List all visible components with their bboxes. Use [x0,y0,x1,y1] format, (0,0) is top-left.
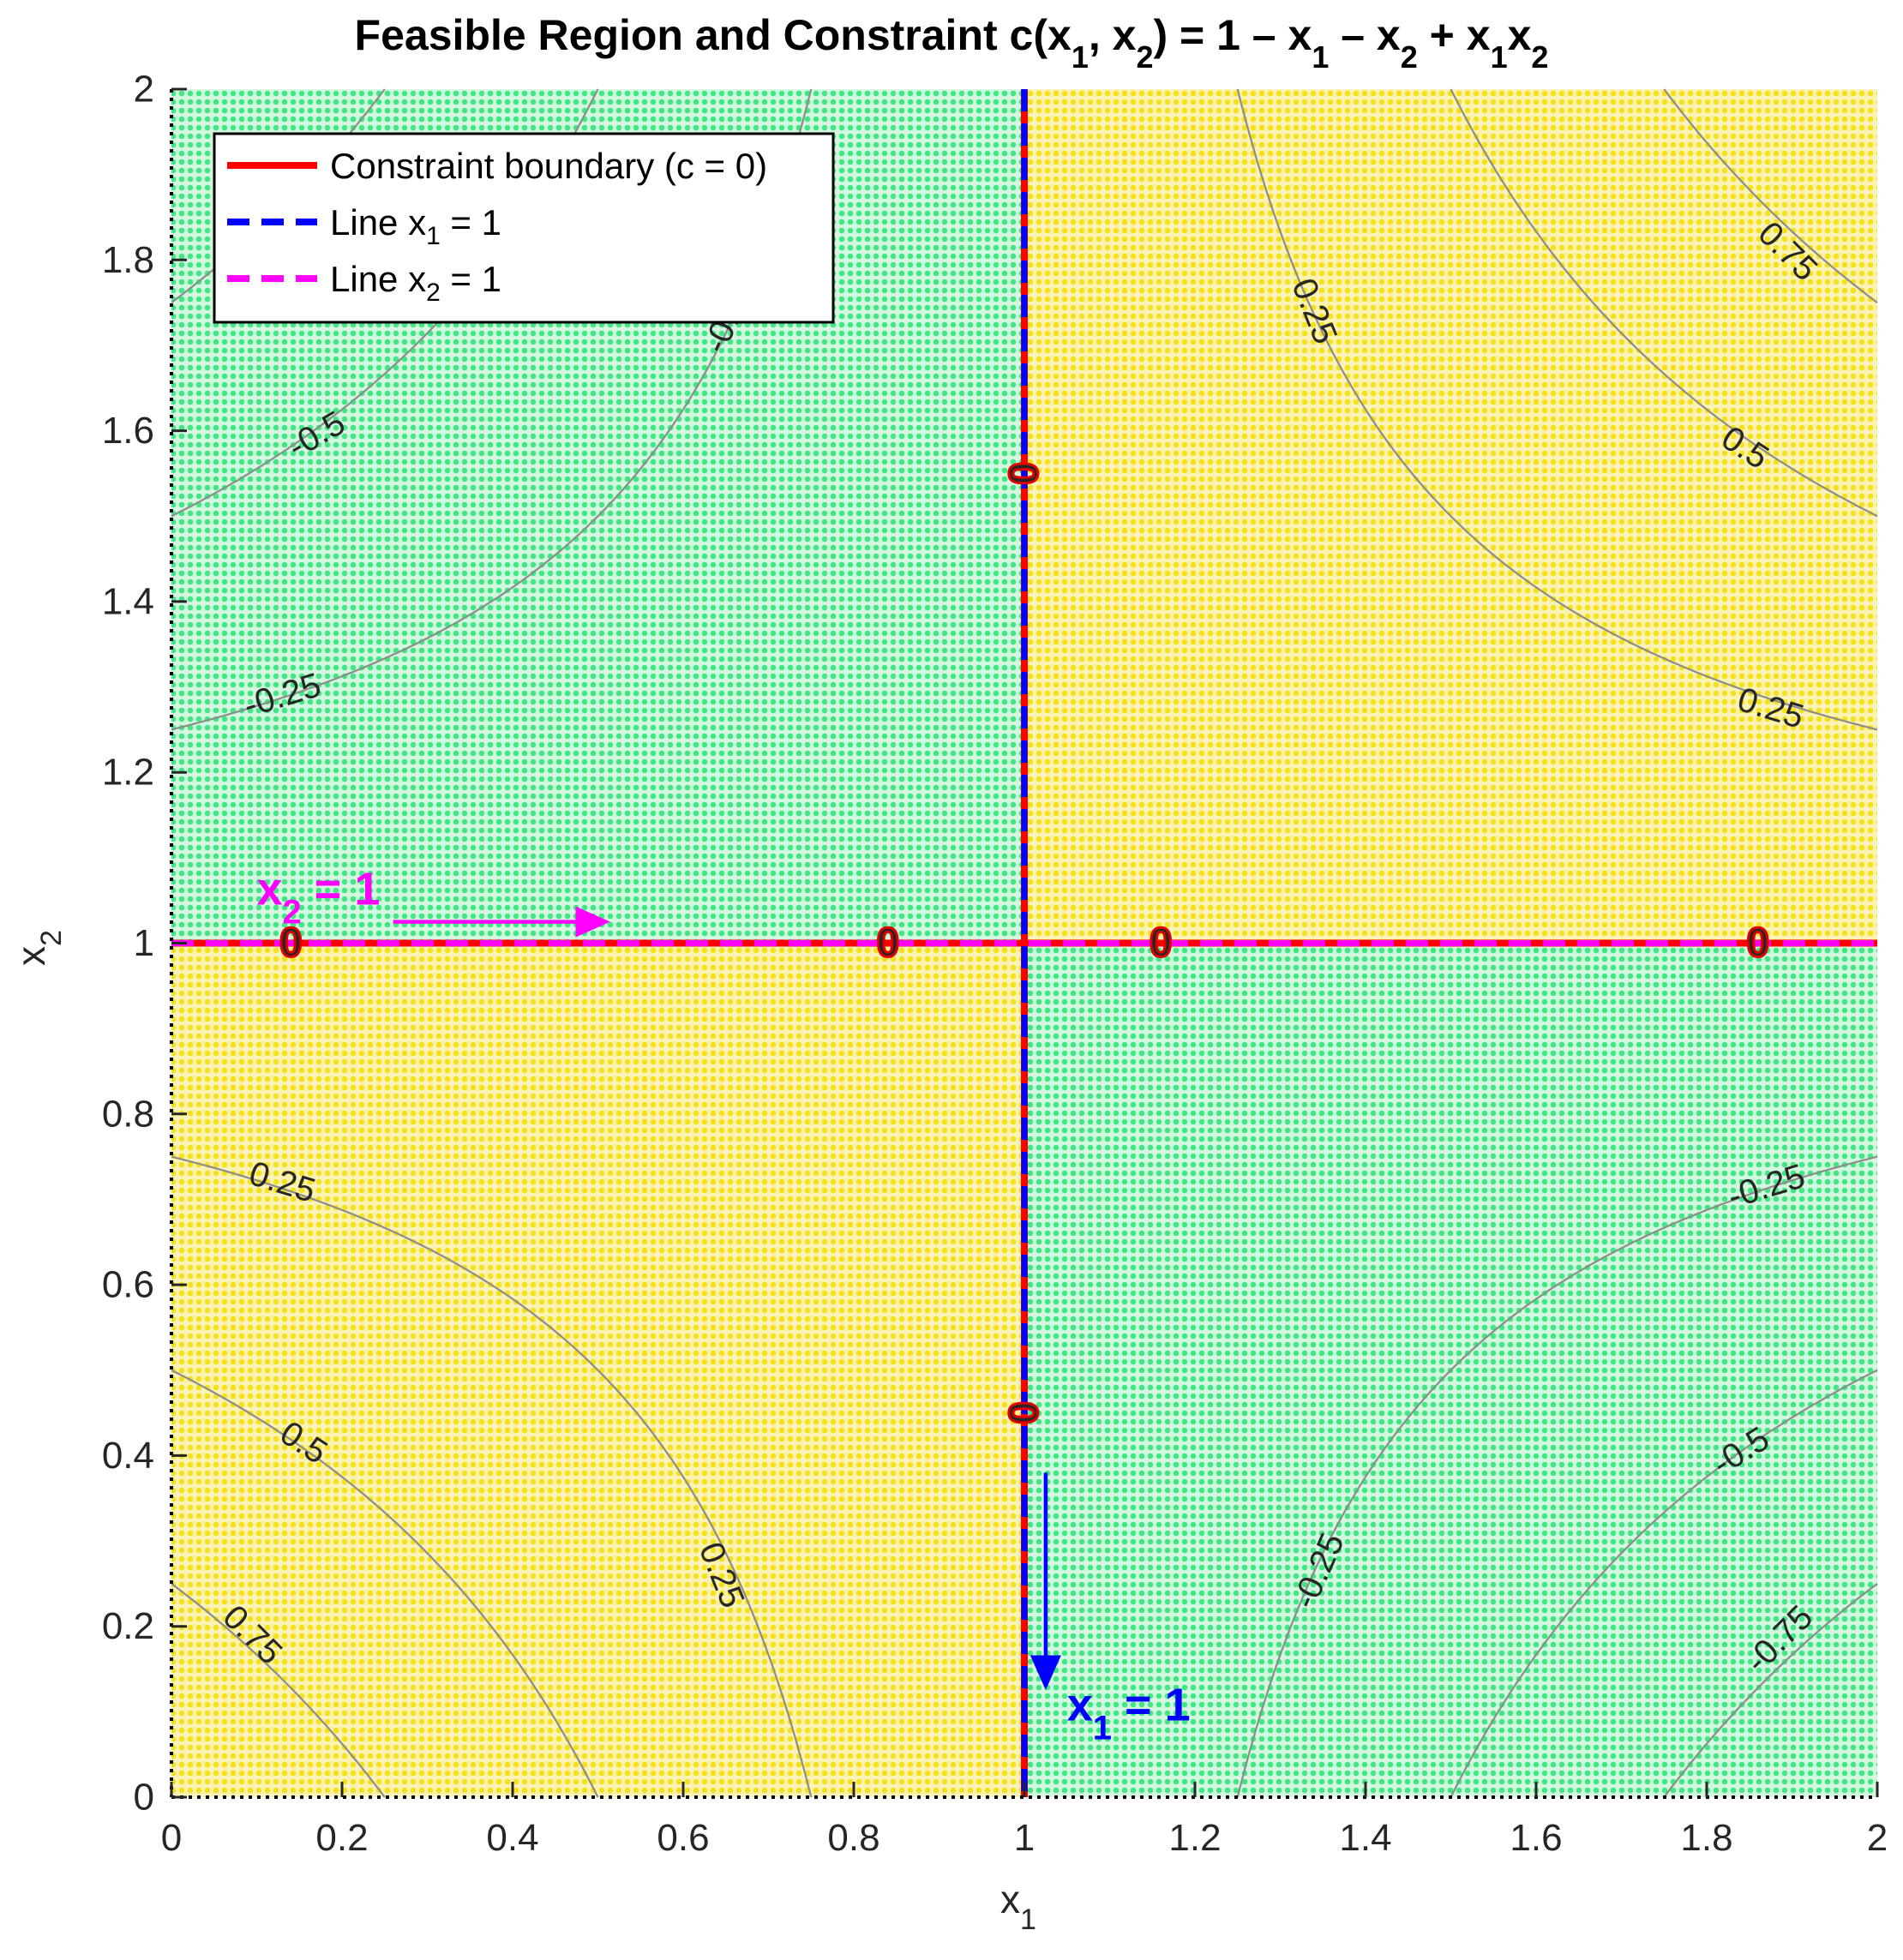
legend-label-2: Line x2 = 1 [330,259,501,308]
zero-contour-label: 0 [1746,920,1769,966]
y-axis-title: x2 [9,930,68,966]
annotation-label-1: x1 = 1 [1067,1679,1191,1747]
legend-entries: Constraint boundary (c = 0) Line x1 = 1 Li… [227,146,767,308]
contour-line-0.25-1 [1236,88,1878,731]
y-tick-label: 0.8 [102,1093,154,1135]
series-layer [171,89,1877,1797]
y-tick-label: 1.6 [102,410,154,452]
annotation-label-0: x2 = 1 [257,864,381,932]
contour-line--0.5-1 [1450,1369,1878,1798]
y-tick-label: 1.8 [102,239,154,281]
zero-label-layer: 0 0 0 0 0 0 [278,461,1770,1426]
zero-contour-label: 0 [1150,920,1173,966]
x-tick-label: 1.6 [1510,1817,1562,1859]
axes-layer [170,89,1877,1799]
x-tick-label: 0.6 [657,1817,709,1859]
y-tick-label: 0.6 [102,1264,154,1306]
y-tick-label: 0 [134,1777,154,1819]
y-tick-label: 1.2 [102,752,154,794]
x-axis-title: x1 [1000,1877,1036,1936]
x-tick-label: 1.4 [1339,1817,1391,1859]
contour-line--0.25-0 [171,88,813,731]
contour-line-0.5-0 [171,1369,599,1798]
y-tick-label: 0.4 [102,1435,154,1477]
contour-line-0.75-0 [171,1583,386,1798]
annotation-layer: x2 = 1 x1 = 1 [257,864,1191,1747]
y-tick-label: 0.2 [102,1605,154,1647]
legend-box [213,132,835,324]
zero-contour-label: 0 [876,920,899,966]
zero-contour-label: 0 [1002,462,1048,485]
x-tick-label: 0.8 [827,1817,879,1859]
x-tick-label: 1 [1014,1817,1035,1859]
contour-line--0.25-1 [1236,1155,1878,1798]
y-tick-label: 1.4 [102,580,154,622]
x-tick-label: 0 [161,1817,182,1859]
legend-label-0: Constraint boundary (c = 0) [330,146,767,186]
y-tick-label: 2 [134,69,154,111]
x-tick-label: 0.2 [315,1817,368,1859]
legend-label-1: Line x1 = 1 [330,202,501,251]
contour-line--0.75-1 [1663,1583,1878,1798]
y-tick-label: 1 [134,922,154,964]
tick-layer: 0 0.2 0.4 0.6 0.8 1 1.2 1.4 1.6 1.8 2 0 0.2 0.4 0.6 0.8… [102,69,1888,1860]
contour-line-0.5-1 [1450,88,1878,518]
zero-contour-label: 0 [1002,1401,1048,1424]
contour-line-0.75-1 [1663,88,1878,303]
x-tick-label: 2 [1867,1817,1888,1859]
zero-contour-label: 0 [279,920,303,966]
x-tick-label: 0.4 [486,1817,538,1859]
legend: Constraint boundary (c = 0) Line x1 = 1 Li… [213,132,835,324]
x-tick-label: 1.8 [1680,1817,1732,1859]
chart-title: Feasible Region and Constraint c(x1, x2)… [355,11,1549,75]
contour-line-0.25-0 [171,1155,813,1798]
x-tick-label: 1.2 [1168,1817,1221,1859]
